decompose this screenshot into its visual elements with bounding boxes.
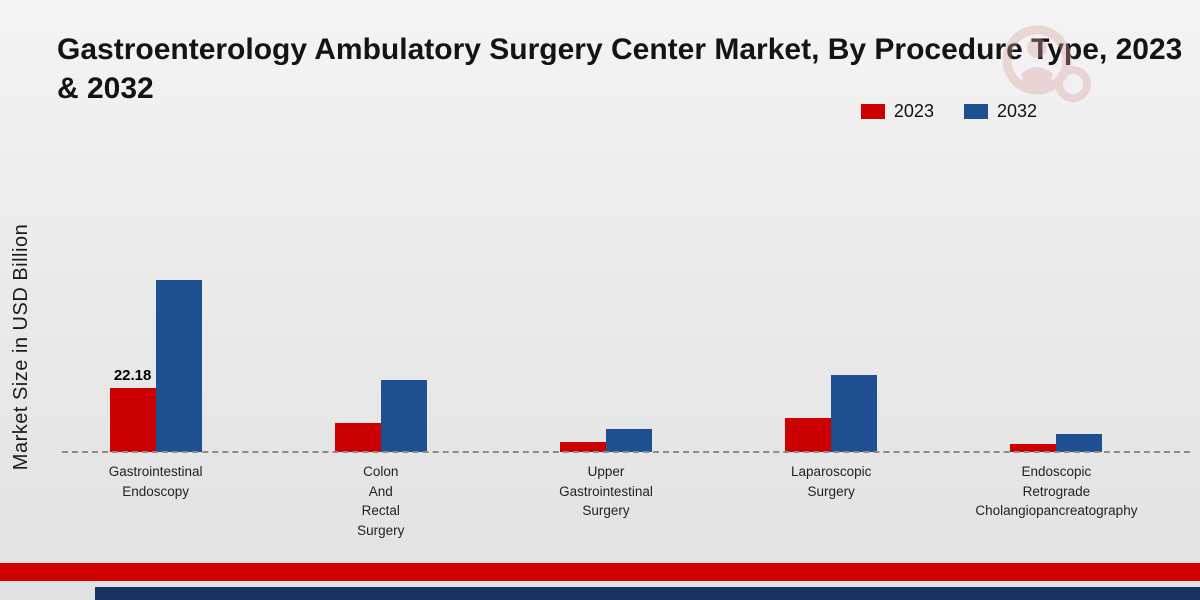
bar-2032-upper-gastrointestinal-surgery	[606, 429, 652, 452]
footer-red-band	[0, 563, 1200, 581]
category-label-gastrointestinal-endoscopy: Gastrointestinal Endoscopy	[108, 464, 203, 499]
bar-2032-endoscopic-retrograde-cholangiopancreatography	[1056, 434, 1103, 452]
category-label-laparoscopic-surgery: Laparoscopic Surgery	[791, 464, 872, 499]
legend-swatch-2023-icon	[860, 104, 885, 119]
legend-swatch-2032-icon	[963, 104, 988, 119]
category-label-upper-gastrointestinal-surgery: Upper Gastrointestinal Surgery	[559, 464, 653, 519]
bar-2032-gastrointestinal-endoscopy	[155, 280, 202, 452]
bar-2032-laparoscopic-surgery	[831, 374, 878, 452]
bar-2032-colon-and-rectal-surgery	[380, 380, 427, 452]
bar-2023-colon-and-rectal-surgery	[334, 423, 381, 452]
chart-title-line-2: & 2032	[57, 72, 154, 105]
footer-navy-band	[95, 587, 1200, 600]
legend-item-2032: 2032	[963, 101, 1037, 122]
watermark-logo	[995, 22, 1095, 122]
legend-label-2023: 2023	[893, 101, 934, 121]
bar-2023-upper-gastrointestinal-surgery	[560, 441, 606, 452]
chart-title: Gastroenterology Ambulatory Surgery Cent…	[57, 30, 1200, 108]
y-axis-label: Market Size in USD Billion	[10, 223, 32, 471]
bar-2023-laparoscopic-surgery	[785, 417, 832, 452]
legend-label-2032: 2032	[996, 101, 1037, 121]
legend: 2023 2032	[860, 101, 1037, 122]
legend-item-2023: 2023	[860, 101, 934, 122]
data-label-2023-gastrointestinal-endoscopy: 22.18	[113, 367, 152, 385]
category-label-colon-and-rectal-surgery: Colon And Rectal Surgery	[357, 464, 405, 538]
bar-2023-endoscopic-retrograde-cholangiopancreatography	[1010, 443, 1057, 452]
category-label-endoscopic-retrograde-cholangiopancreatography: Endoscopic Retrograde Cholangiopancreatogr…	[975, 464, 1138, 519]
x-axis-baseline	[62, 451, 1190, 453]
chart-title-line-1: Gastroenterology Ambulatory Surgery Cent…	[57, 33, 1183, 66]
plot-area: Gastrointestinal Endoscopy Colon And Rectal S…	[43, 237, 1169, 538]
bar-2023-gastrointestinal-endoscopy	[109, 388, 156, 452]
